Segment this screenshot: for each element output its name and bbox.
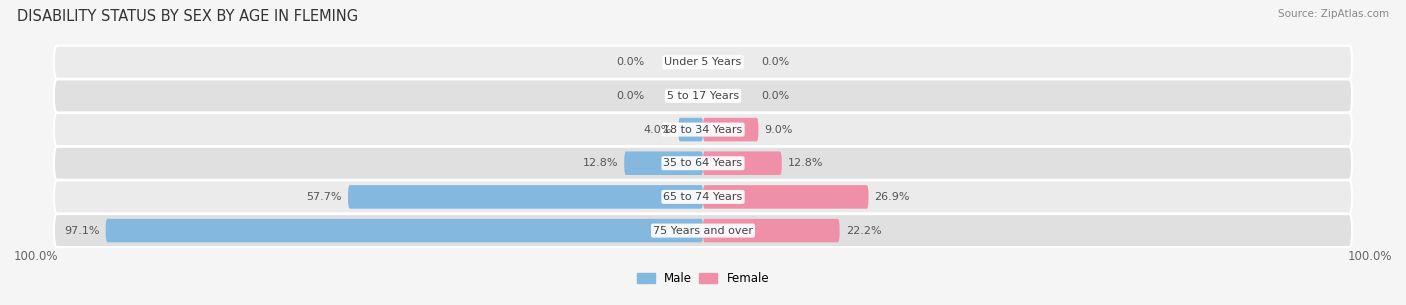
- Text: 0.0%: 0.0%: [616, 57, 644, 67]
- Text: 0.0%: 0.0%: [616, 91, 644, 101]
- Text: 57.7%: 57.7%: [307, 192, 342, 202]
- Text: 100.0%: 100.0%: [1347, 250, 1392, 263]
- Text: 12.8%: 12.8%: [582, 158, 619, 168]
- Text: 5 to 17 Years: 5 to 17 Years: [666, 91, 740, 101]
- Text: 0.0%: 0.0%: [762, 57, 790, 67]
- FancyBboxPatch shape: [349, 185, 703, 209]
- FancyBboxPatch shape: [53, 180, 1353, 214]
- Text: 4.0%: 4.0%: [644, 124, 672, 135]
- Text: 9.0%: 9.0%: [765, 124, 793, 135]
- FancyBboxPatch shape: [53, 147, 1353, 180]
- FancyBboxPatch shape: [703, 118, 758, 141]
- Text: 22.2%: 22.2%: [846, 226, 882, 235]
- FancyBboxPatch shape: [53, 214, 1353, 247]
- Text: DISABILITY STATUS BY SEX BY AGE IN FLEMING: DISABILITY STATUS BY SEX BY AGE IN FLEMI…: [17, 9, 359, 24]
- Text: 12.8%: 12.8%: [787, 158, 824, 168]
- FancyBboxPatch shape: [678, 118, 703, 141]
- Text: 35 to 64 Years: 35 to 64 Years: [664, 158, 742, 168]
- Text: 26.9%: 26.9%: [875, 192, 910, 202]
- Text: 18 to 34 Years: 18 to 34 Years: [664, 124, 742, 135]
- Text: 97.1%: 97.1%: [65, 226, 100, 235]
- Legend: Male, Female: Male, Female: [633, 267, 773, 290]
- Text: 65 to 74 Years: 65 to 74 Years: [664, 192, 742, 202]
- Text: Under 5 Years: Under 5 Years: [665, 57, 741, 67]
- Text: 0.0%: 0.0%: [762, 91, 790, 101]
- FancyBboxPatch shape: [624, 152, 703, 175]
- FancyBboxPatch shape: [53, 46, 1353, 79]
- Text: Source: ZipAtlas.com: Source: ZipAtlas.com: [1278, 9, 1389, 19]
- FancyBboxPatch shape: [703, 185, 869, 209]
- Text: 100.0%: 100.0%: [14, 250, 59, 263]
- FancyBboxPatch shape: [53, 79, 1353, 113]
- FancyBboxPatch shape: [105, 219, 703, 242]
- FancyBboxPatch shape: [703, 152, 782, 175]
- Text: 75 Years and over: 75 Years and over: [652, 226, 754, 235]
- FancyBboxPatch shape: [53, 113, 1353, 146]
- FancyBboxPatch shape: [703, 219, 839, 242]
